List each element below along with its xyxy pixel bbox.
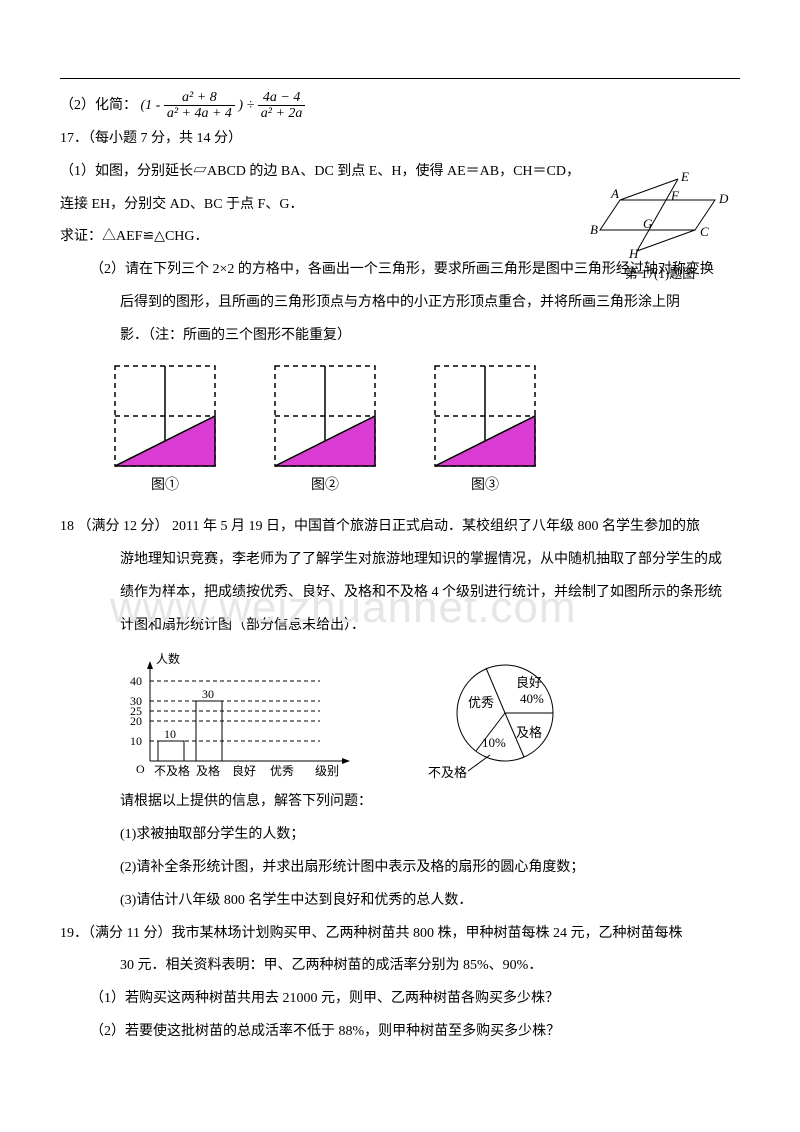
q16-2-mid: ) ÷	[238, 98, 257, 113]
grid-2: 图②	[270, 365, 380, 502]
q18-s1: (1)求被抽取部分学生的人数；	[120, 820, 740, 851]
q17-head: 17．（每小题 7 分，共 14 分）	[60, 124, 740, 155]
frac1-num: a² + 8	[164, 90, 235, 106]
xl-2: 良好	[232, 763, 256, 778]
ytick-10: 10	[130, 734, 142, 748]
grid2-svg	[270, 365, 380, 467]
pie-bjg-pct: 10%	[482, 735, 506, 750]
lbl-F: F	[670, 188, 680, 203]
grid2-cap: 图②	[270, 471, 380, 502]
lbl-C: C	[700, 224, 709, 239]
q18-head: 18 （满分 12 分） 2011 年 5 月 19 日，中国首个旅游日正式启动…	[60, 512, 740, 543]
xl-0: 不及格	[154, 763, 190, 778]
lbl-B: B	[590, 222, 598, 237]
q18-p2: 绩作为样本，把成绩按优秀、良好、及格和不及格 4 个级别进行统计，并绘制了如图所…	[120, 578, 740, 609]
q19-head: 19．（满分 11 分）我市某林场计划购买甲、乙两种树苗共 800 株，甲种树苗…	[60, 919, 740, 950]
xl-3: 优秀	[270, 764, 294, 778]
grid-1: 图①	[110, 365, 220, 502]
charts-row: 人数 10 20 25 30 40 10 30	[120, 651, 740, 781]
frac2-num: 4a − 4	[258, 90, 306, 106]
q16-2-lead: (1 -	[141, 98, 164, 113]
pie-jg: 及格	[516, 725, 542, 740]
q19-p1: 30 元．相关资料表明：甲、乙两种树苗的成活率分别为 85%、90%．	[120, 951, 740, 982]
frac2: 4a − 4 a² + 2a	[258, 90, 306, 122]
q19-s1: （1）若购买这两种树苗共用去 21000 元，则甲、乙两种树苗各购买多少株？	[90, 984, 740, 1015]
bar-label-30: 30	[202, 687, 214, 701]
q17-p2b: 后得到的图形，且所画的三角形顶点与方格中的小正方形顶点重合，并将所画三角形涂上阴	[120, 288, 740, 319]
frac2-den: a² + 2a	[258, 106, 306, 121]
ytick-40: 40	[130, 674, 142, 688]
bar-chart: 人数 10 20 25 30 40 10 30	[120, 651, 360, 781]
pie-lh: 良好	[516, 675, 542, 690]
grid1-svg	[110, 365, 220, 467]
pie-yx: 优秀	[468, 695, 494, 710]
bar-ylabel: 人数	[156, 651, 180, 666]
q18-after: 请根据以上提供的信息，解答下列问题：	[120, 787, 740, 818]
frac1-den: a² + 4a + 4	[164, 106, 235, 121]
grid1-cap: 图①	[110, 471, 220, 502]
pie-chart: 良好 40% 优秀 及格 10% 不及格	[420, 651, 590, 781]
ytick-30: 30	[130, 694, 142, 708]
q16-2-prefix: （2）化简：	[60, 98, 137, 113]
lbl-H: H	[628, 246, 639, 260]
lbl-E: E	[680, 170, 689, 184]
q16-2: （2）化简： (1 - a² + 8 a² + 4a + 4 ) ÷ 4a − …	[60, 90, 740, 122]
pie-bjg: 不及格	[428, 765, 467, 780]
svg-text:O: O	[136, 762, 145, 776]
figure-17-1: A B C D E F G H 第 17(1)题图	[580, 170, 740, 289]
frac1: a² + 8 a² + 4a + 4	[164, 90, 235, 122]
q18-p1: 游地理知识竞赛，李老师为了了解学生对旅游地理知识的掌握情况，从中随机抽取了部分学…	[120, 545, 740, 576]
q19-s2: （2）若要使这批树苗的总成活率不低于 88%，则甲种树苗至多购买多少株？	[90, 1017, 740, 1048]
lbl-G: G	[643, 216, 653, 231]
pie-lh-pct: 40%	[520, 691, 544, 706]
xl-1: 及格	[196, 763, 220, 778]
bar-label-10: 10	[164, 727, 176, 741]
grid3-cap: 图③	[430, 471, 540, 502]
grid3-svg	[430, 365, 540, 467]
q18-s3: (3)请估计八年级 800 名学生中达到良好和优秀的总人数．	[120, 886, 740, 917]
lbl-A: A	[610, 186, 619, 201]
grids-row: 图① 图② 图③	[110, 365, 740, 502]
top-rule	[60, 78, 740, 79]
lbl-D: D	[718, 191, 729, 206]
xl-4: 级别	[315, 764, 339, 778]
fig17-caption: 第 17(1)题图	[580, 260, 740, 289]
q18-p3: 计图和扇形统计图（部分信息未给出）．	[120, 611, 740, 642]
q18-s2: (2)请补全条形统计图，并求出扇形统计图中表示及格的扇形的圆心角度数；	[120, 853, 740, 884]
q17-p2c: 影．（注：所画的三个图形不能重复）	[120, 321, 740, 352]
grid-3: 图③	[430, 365, 540, 502]
parallelogram-svg: A B C D E F G H	[585, 170, 735, 260]
